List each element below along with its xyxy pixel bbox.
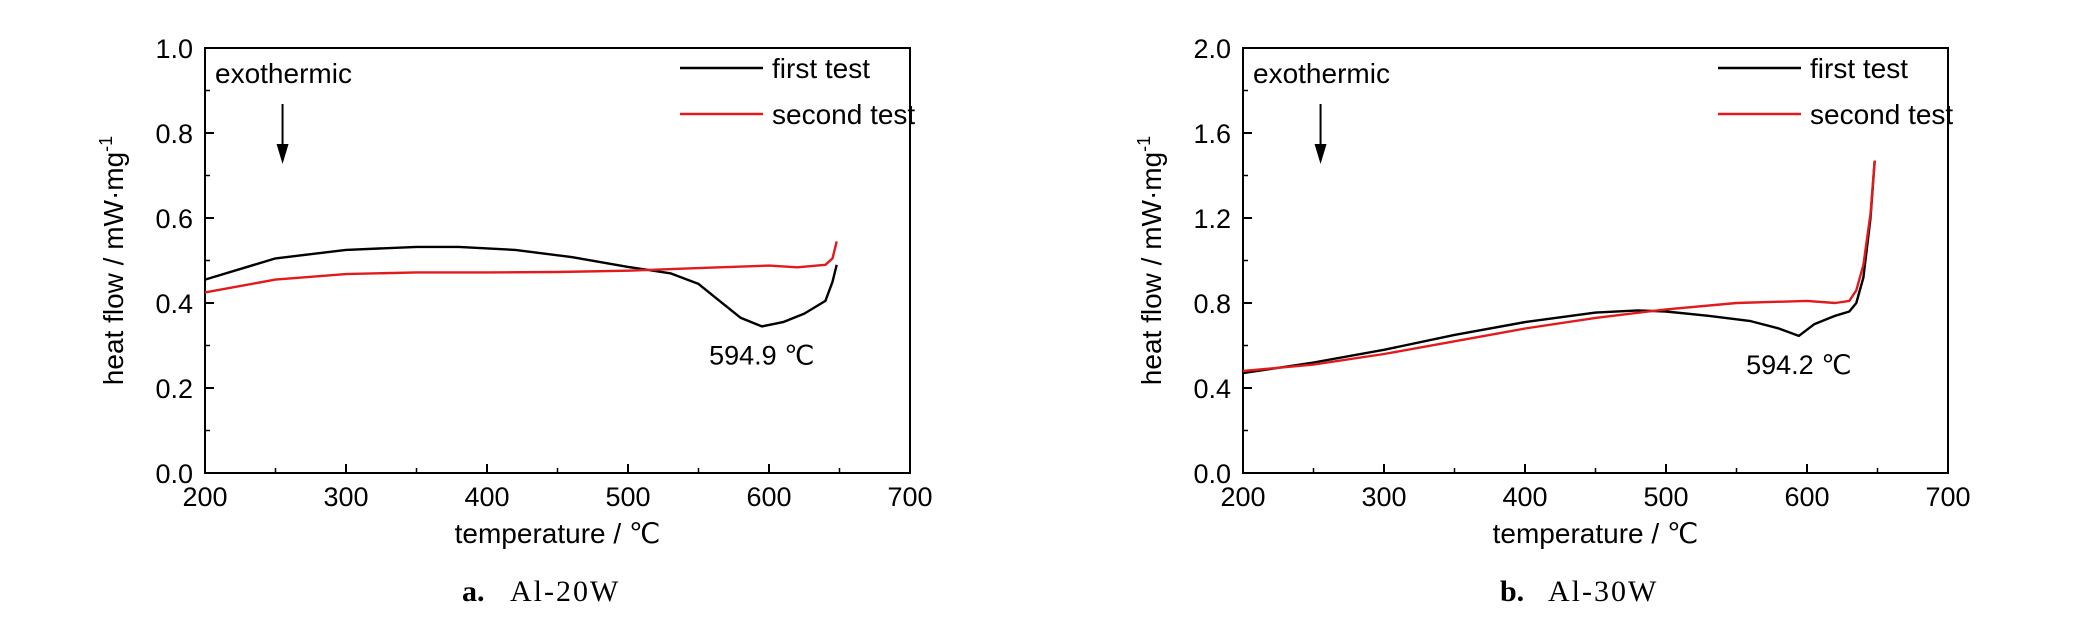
exothermic-annotation: exothermic [1253, 58, 1390, 89]
x-axis-label: temperature / ℃ [455, 518, 661, 549]
x-tick-label: 500 [1643, 482, 1688, 512]
y-axis-label-text: heat flow / mW·mg [1136, 152, 1167, 385]
y-tick-label: 0.8 [155, 119, 193, 149]
peak-temperature-label: 594.2 ℃ [1746, 350, 1851, 380]
y-axis-label-exponent: -1 [96, 136, 116, 152]
y-tick-label: 0.8 [1193, 289, 1231, 319]
y-tick-label: 1.2 [1193, 204, 1231, 234]
y-axis-label: heat flow / mW·mg-1 [96, 136, 129, 385]
peak-temperature-label: 594.9 ℃ [709, 340, 814, 370]
y-tick-label: 0.2 [155, 374, 193, 404]
x-tick-label: 300 [323, 482, 368, 512]
x-tick-label: 300 [1361, 482, 1406, 512]
x-tick-label: 700 [887, 482, 932, 512]
y-tick-label: 2.0 [1193, 34, 1231, 64]
caption-letter: b. [1500, 575, 1524, 608]
legend-label: first test [772, 53, 870, 84]
series-line-first-test [1242, 160, 1876, 375]
caption-text: Al-20W [510, 575, 620, 608]
caption-text: Al-30W [1548, 575, 1658, 608]
legend-label: first test [1810, 53, 1908, 84]
series-line-second-test [204, 241, 838, 294]
legend-label: second test [1810, 99, 1953, 130]
y-tick-label: 0.0 [1193, 459, 1231, 489]
caption-letter: a. [462, 575, 485, 608]
x-axis-label: temperature / ℃ [1493, 518, 1699, 549]
series-line-first-test [204, 245, 838, 328]
chart-panel-b: 200 300 400 500 600 700 0.0 0.4 0.8 1.2 1.6 2.0 temp… [1134, 34, 1971, 608]
chart-panel-a: 200 300 400 500 600 700 0.0 0.2 0.4 0.6 0.8 1.0 temp… [96, 34, 933, 608]
x-tick-label: 200 [1220, 482, 1265, 512]
y-tick-label: 1.0 [155, 34, 193, 64]
x-tick-label: 600 [1784, 482, 1829, 512]
y-axis-label-exponent: -1 [1134, 136, 1154, 152]
x-tick-label: 500 [605, 482, 650, 512]
y-tick-label: 0.6 [155, 204, 193, 234]
legend-label: second test [772, 99, 915, 130]
x-tick-label: 400 [1502, 482, 1547, 512]
y-tick-label: 0.0 [155, 459, 193, 489]
exothermic-arrow-head [276, 144, 289, 164]
y-tick-label: 0.4 [155, 289, 193, 319]
y-tick-label: 1.6 [1193, 119, 1231, 149]
x-tick-label: 700 [1925, 482, 1970, 512]
y-axis-label: heat flow / mW·mg-1 [1134, 136, 1167, 385]
x-tick-label: 400 [464, 482, 509, 512]
series-line-second-test [1242, 160, 1876, 373]
x-tick-label: 600 [746, 482, 791, 512]
x-tick-label: 200 [182, 482, 227, 512]
y-tick-label: 0.4 [1193, 374, 1231, 404]
y-axis-label-text: heat flow / mW·mg [98, 152, 129, 385]
exothermic-annotation: exothermic [215, 58, 352, 89]
exothermic-arrow-head [1314, 144, 1327, 164]
